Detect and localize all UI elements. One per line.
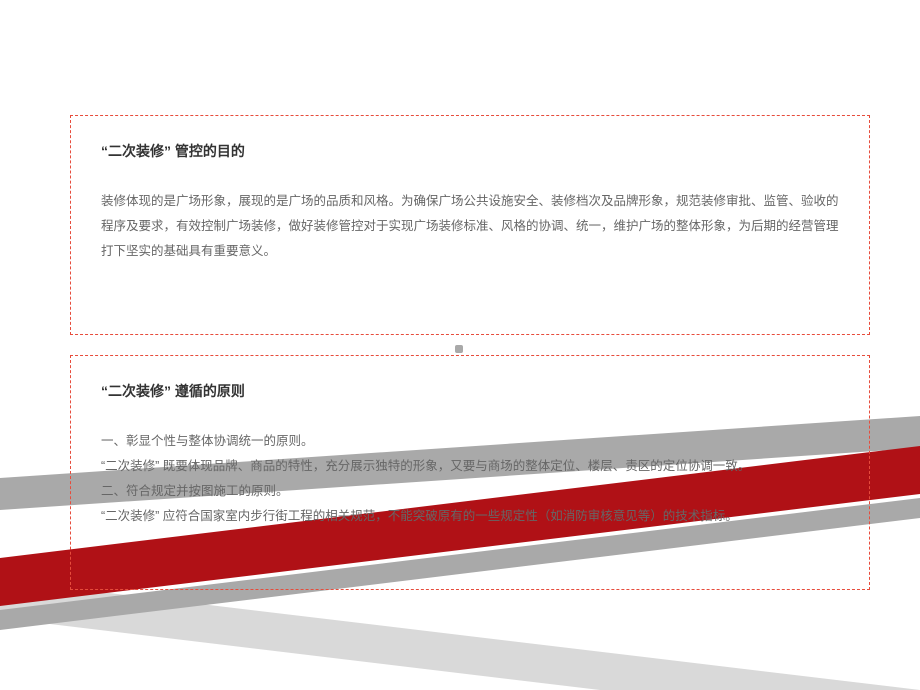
separator-dot [455, 345, 463, 353]
principle-line-4: “二次装修” 应符合国家室内步行街工程的相关规范，不能突破原有的一些规定性（如消… [101, 504, 839, 529]
principle-line-2: “二次装修” 既要体现品牌、商品的特性，充分展示独特的形象，又要与商场的整体定位… [101, 454, 839, 479]
principle-line-3: 二、符合规定并按图施工的原则。 [101, 479, 839, 504]
section-principles-body: 一、彰显个性与整体协调统一的原则。 “二次装修” 既要体现品牌、商品的特性，充分… [101, 429, 839, 529]
section-principles-title: “二次装修” 遵循的原则 [101, 381, 839, 401]
section-purpose: “二次装修” 管控的目的 装修体现的是广场形象，展现的是广场的品质和风格。为确保… [70, 115, 870, 335]
slide-canvas: “二次装修” 管控的目的 装修体现的是广场形象，展现的是广场的品质和风格。为确保… [0, 0, 920, 690]
principle-line-1: 一、彰显个性与整体协调统一的原则。 [101, 429, 839, 454]
section-purpose-body: 装修体现的是广场形象，展现的是广场的品质和风格。为确保广场公共设施安全、装修档次… [101, 189, 839, 264]
section-principles: “二次装修” 遵循的原则 一、彰显个性与整体协调统一的原则。 “二次装修” 既要… [70, 355, 870, 590]
section-purpose-title: “二次装修” 管控的目的 [101, 141, 839, 161]
